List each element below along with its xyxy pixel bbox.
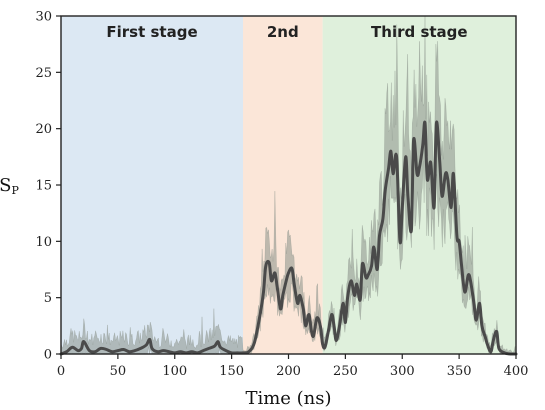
axis-ticks: 0 50 100 150 200 250 300 350 400 0 5 10 15 20 25 30 [35,10,528,380]
x-tick-label: 150 [219,364,244,379]
x-tick-label: 50 [110,364,127,379]
x-tick-label: 0 [57,364,65,379]
y-axis-label: SP [0,175,19,197]
x-tick-label: 250 [333,364,358,379]
stage-label: 2nd [267,23,299,41]
y-tick-label: 25 [35,66,52,81]
y-axis-label-main: S [0,175,11,196]
y-tick-label: 20 [35,122,52,137]
y-tick-label: 0 [44,348,52,363]
plot-frame [60,15,517,355]
y-tick-label: 5 [44,291,52,306]
x-tick-label: 350 [447,364,472,379]
x-tick-label: 200 [276,364,301,379]
x-tick-label: 100 [162,364,187,379]
y-axis-label-subscript: P [11,184,19,197]
stage-regions [61,16,516,354]
stage-labels: First stage 2nd Third stage [106,23,467,41]
series-line [59,120,518,356]
y-tick-label: 30 [35,10,52,25]
stage-label: First stage [106,23,197,41]
y-tick-label: 15 [35,179,52,194]
x-axis-label: Time (ns) [245,388,331,409]
y-tick-label: 10 [35,235,52,250]
stage-label: Third stage [371,23,468,41]
series-smoothed-line [59,120,518,356]
x-tick-label: 400 [504,364,529,379]
x-tick-label: 300 [390,364,415,379]
stage-region [61,16,243,354]
